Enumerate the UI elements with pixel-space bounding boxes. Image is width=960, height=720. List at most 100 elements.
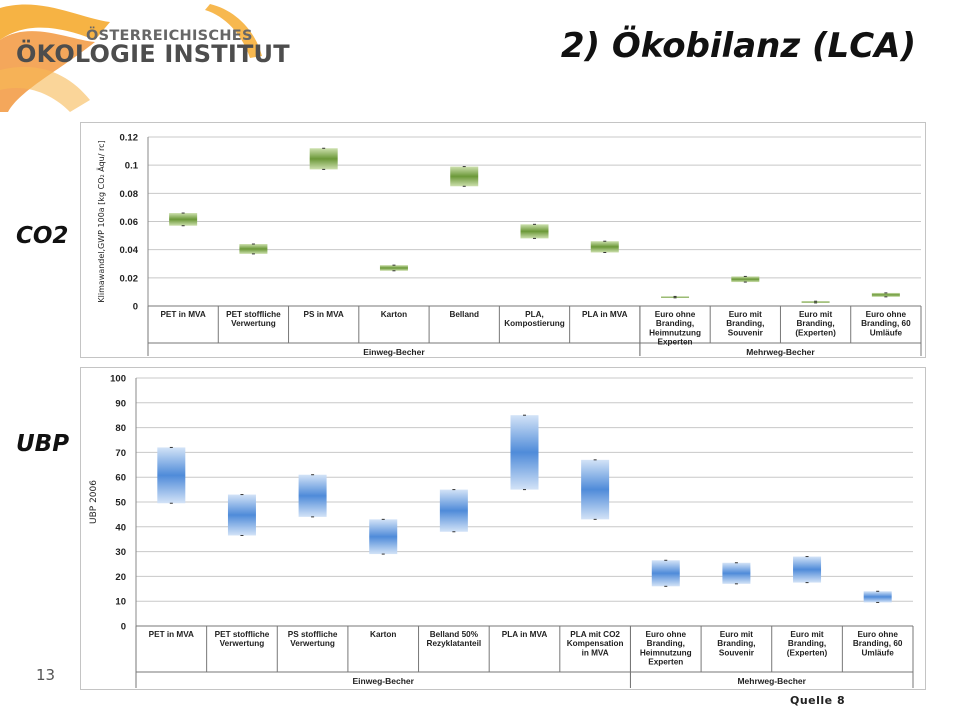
co2-category-label: Branding, (796, 319, 834, 328)
co2-box (379, 265, 408, 271)
co2-category-label: Experten (658, 338, 693, 347)
ubp-y-tick-label: 0 (121, 622, 126, 633)
co2-box (590, 241, 619, 253)
co2-y-tick-label: 0.12 (120, 133, 139, 144)
co2-category-label: Branding, 60 (861, 319, 911, 328)
co2-category-label: PLA, (525, 310, 544, 319)
ubp-category-label: PET stoffliche (215, 630, 270, 639)
co2-box (801, 301, 830, 303)
co2-category-label: Euro mit (729, 310, 762, 319)
co2-box (731, 276, 760, 283)
ubp-category-label: Belland 50% (430, 630, 479, 639)
co2-y-axis-label: Klimawandel,GWP 100a [kg CO₂ Äqu/ rc] (96, 140, 106, 302)
ubp-category-label: Verwertung (220, 639, 265, 648)
co2-category-label: Euro ohne (866, 310, 907, 319)
ubp-y-tick-label: 80 (115, 423, 126, 434)
ubp-y-tick-label: 30 (115, 547, 126, 558)
ubp-y-tick-label: 10 (115, 597, 126, 608)
ubp-category-label: (Experten) (787, 648, 828, 657)
ubp-y-tick-label: 40 (115, 522, 126, 533)
co2-box (239, 244, 268, 254)
co2-frame (80, 122, 926, 358)
co2-category-label: Souvenir (728, 328, 764, 337)
co2-box (520, 224, 549, 239)
ubp-category-label: Branding, 60 (853, 639, 903, 648)
co2-category-label: PS in MVA (304, 310, 344, 319)
ubp-box (227, 494, 256, 536)
ubp-category-label: Rezyklatanteil (427, 639, 482, 648)
co2-category-label: Euro mit (799, 310, 832, 319)
ubp-box (157, 447, 186, 504)
ubp-box (439, 489, 468, 532)
ubp-category-label: Branding, (647, 639, 685, 648)
co2-box (169, 213, 198, 226)
ubp-y-tick-label: 20 (115, 572, 126, 583)
ubp-group-label: Mehrweg-Becher (737, 676, 806, 686)
ubp-side-label: UBP (16, 431, 70, 457)
ubp-category-label: Euro ohne (646, 630, 687, 639)
co2-y-tick-label: 0.04 (120, 245, 139, 256)
ubp-box (510, 415, 539, 490)
source-note: Quelle 8 (790, 694, 846, 707)
co2-category-label: PET in MVA (160, 310, 205, 319)
ubp-y-axis-label: UBP 2006 (89, 480, 99, 524)
ubp-y-tick-label: 90 (115, 398, 126, 409)
co2-group-label: Mehrweg-Becher (746, 347, 815, 357)
ubp-box (793, 556, 822, 583)
ubp-box (298, 474, 327, 517)
ubp-category-label: Branding, (717, 639, 755, 648)
co2-box (309, 148, 338, 170)
ubp-box (369, 519, 398, 555)
logo-line-2: ÖKOLOGIE INSTITUT (16, 40, 290, 68)
ubp-box (722, 562, 751, 584)
ubp-category-label: Euro mit (790, 630, 823, 639)
co2-box (661, 296, 690, 298)
co2-y-tick-label: 0.1 (125, 161, 139, 172)
logo-line-1: ÖSTERREICHISCHES (86, 28, 253, 44)
co2-y-tick-label: 0.08 (120, 189, 139, 200)
co2-y-tick-label: 0.02 (120, 273, 139, 284)
co2-category-label: Branding, (726, 319, 764, 328)
co2-category-label: PET stoffliche (226, 310, 281, 319)
co2-box (450, 166, 479, 187)
ubp-frame (80, 367, 926, 690)
slide-title: 2) Ökobilanz (LCA) (560, 26, 916, 66)
ubp-category-label: Experten (648, 658, 683, 667)
ubp-group-label: Einweg-Becher (353, 676, 415, 686)
co2-category-label: Umläufe (870, 328, 903, 337)
ubp-category-label: Souvenir (719, 648, 755, 657)
co2-group-label: Einweg-Becher (363, 347, 425, 357)
ubp-box (863, 591, 892, 603)
ubp-category-label: Umläufe (862, 648, 895, 657)
co2-y-tick-label: 0.06 (120, 217, 139, 228)
ubp-category-label: Verwertung (290, 639, 335, 648)
ubp-category-label: PS stoffliche (288, 630, 338, 639)
co2-category-label: Heimnutzung (649, 328, 701, 337)
co2-category-label: PLA in MVA (582, 310, 628, 319)
ubp-category-label: PET in MVA (149, 630, 194, 639)
ubp-category-label: PLA mit CO2 (570, 630, 620, 639)
ubp-category-label: PLA in MVA (502, 630, 548, 639)
co2-box (871, 292, 900, 297)
co2-category-label: Verwertung (231, 319, 276, 328)
ubp-category-label: Euro ohne (857, 630, 898, 639)
logo-swoosh-icon (0, 4, 262, 112)
ubp-box (581, 459, 610, 520)
co2-category-label: Euro ohne (655, 310, 696, 319)
co2-y-tick-label: 0 (133, 302, 138, 313)
ubp-y-tick-label: 60 (115, 473, 126, 484)
ubp-category-label: Branding, (788, 639, 826, 648)
co2-category-label: Branding, (656, 319, 694, 328)
co2-category-label: (Experten) (795, 328, 836, 337)
co2-category-label: Karton (381, 310, 407, 319)
ubp-y-tick-label: 100 (110, 374, 126, 385)
page-number: 13 (36, 666, 56, 684)
co2-category-label: Kompostierung (504, 319, 565, 328)
ubp-category-label: Euro mit (720, 630, 753, 639)
co2-category-label: Belland (449, 310, 479, 319)
ubp-y-tick-label: 50 (115, 498, 126, 509)
ubp-category-label: Karton (370, 630, 396, 639)
co2-chart: 0.12 0.1 0.08 0.06 0.04 0.02 0 Klimawandel,GWP … (80, 122, 926, 358)
ubp-box (651, 560, 680, 587)
